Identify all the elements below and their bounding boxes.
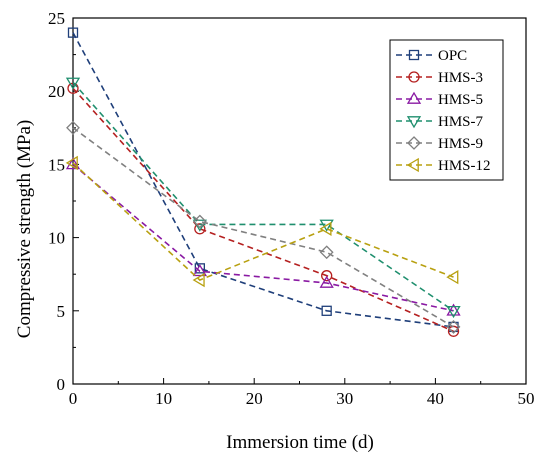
data-point (65, 155, 78, 171)
y-tick-label: 25 (48, 9, 65, 28)
legend-item: HMS-7 (396, 114, 484, 130)
data-point (448, 321, 459, 333)
legend-marker (406, 91, 422, 104)
axes: 0 10 20 30 40 50 0 5 10 15 20 25 (48, 9, 535, 408)
series-line (72, 127, 454, 328)
y-tick-label: 0 (57, 375, 66, 394)
data-point (192, 272, 205, 288)
x-tick-label: 20 (246, 389, 263, 408)
data-point (192, 263, 207, 277)
legend-label: HMS-3 (438, 70, 483, 86)
data-point (321, 270, 333, 282)
data-point (319, 275, 334, 288)
legend-marker (406, 116, 422, 129)
series-hms-3 (67, 82, 460, 337)
series-line (72, 87, 454, 333)
data-point (65, 157, 81, 170)
x-tick-label: 0 (69, 389, 78, 408)
series-hms-5 (65, 157, 461, 316)
legend-label: OPC (438, 48, 467, 64)
legend-label: HMS-5 (438, 92, 483, 108)
data-point (446, 303, 461, 316)
y-axis-title: Compressive strength (MPa) (14, 120, 35, 338)
legend-label: HMS-12 (438, 158, 491, 174)
data-point (446, 305, 461, 319)
legend-item: OPC (396, 48, 467, 64)
data-point (319, 245, 334, 260)
data-point (319, 219, 334, 232)
data-point (67, 27, 79, 38)
legend-marker (407, 136, 421, 150)
series-opc (67, 27, 459, 333)
data-point (321, 305, 332, 316)
data-point (319, 221, 332, 236)
data-point (66, 120, 80, 135)
y-tick-label: 5 (57, 302, 66, 321)
legend-label: HMS-7 (438, 114, 484, 130)
legend-item: HMS-5 (396, 91, 483, 108)
series-line (72, 162, 454, 281)
x-tick-label: 50 (518, 389, 535, 408)
data-point (446, 319, 461, 334)
legend-marker (408, 49, 420, 61)
series-line (72, 163, 454, 312)
data-point (65, 77, 81, 90)
legend-marker (406, 157, 419, 173)
legend-item: HMS-3 (396, 70, 483, 86)
series-line (72, 81, 454, 312)
y-tick-label: 20 (48, 82, 65, 101)
data-point (192, 214, 207, 229)
legend-label: HMS-9 (438, 136, 483, 152)
legend-box (389, 39, 504, 181)
x-tick-label: 40 (427, 389, 444, 408)
legend-marker (408, 71, 420, 83)
series-layer (65, 27, 461, 337)
x-axis-title: Immersion time (d) (226, 432, 374, 453)
y-tick-label: 15 (48, 155, 65, 174)
x-tick-label: 10 (155, 389, 172, 408)
series-hms-9 (66, 120, 461, 334)
series-line (72, 32, 454, 328)
y-tick-label: 10 (48, 229, 65, 248)
x-tick-label: 30 (336, 389, 353, 408)
data-point (446, 269, 459, 285)
legend-item: HMS-12 (396, 157, 491, 174)
legend-item: HMS-9 (396, 136, 483, 152)
legend: OPC HMS-3 HMS-5 HMS-7 HMS-9 HMS-12 (389, 39, 504, 181)
series-hms-12 (65, 155, 459, 288)
